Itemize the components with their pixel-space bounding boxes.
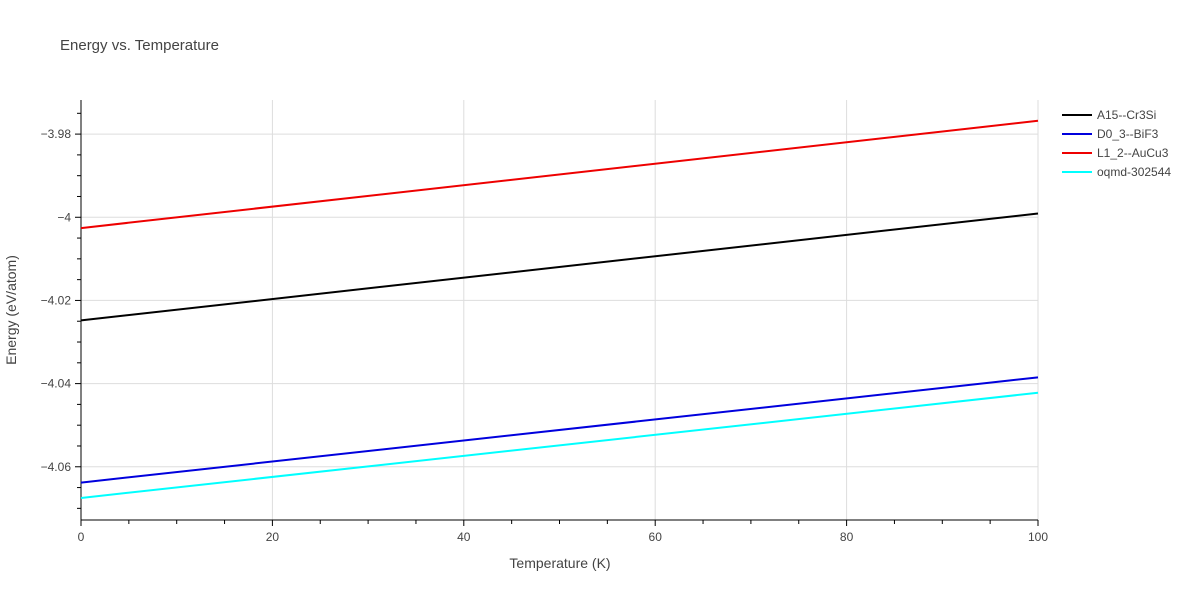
y-tick-label: −4.02 <box>41 293 72 307</box>
series-line-oqmd-302544 <box>80 391 1039 499</box>
y-tick-label: −4 <box>57 210 71 224</box>
series-line-L1_2--AuCu3 <box>80 119 1039 230</box>
legend-label: D0_3--BiF3 <box>1097 127 1159 141</box>
x-tick-label: 80 <box>840 530 854 544</box>
x-tick-label: 0 <box>78 530 85 544</box>
y-tick-label: −3.98 <box>41 127 72 141</box>
legend-label: L1_2--AuCu3 <box>1097 146 1169 160</box>
series-line-A15--Cr3Si <box>80 212 1039 322</box>
series-line-D0_3--BiF3 <box>80 376 1039 484</box>
axes <box>75 100 1039 526</box>
x-axis-label: Temperature (K) <box>509 555 610 571</box>
y-tick-label: −4.04 <box>41 377 72 391</box>
y-axis-label: Energy (eV/atom) <box>3 255 19 365</box>
legend-label: A15--Cr3Si <box>1097 108 1156 122</box>
x-tick-label: 20 <box>266 530 280 544</box>
y-tick-label: −4.06 <box>41 460 72 474</box>
legend: A15--Cr3Si D0_3--BiF3 L1_2--AuCu3 oqmd-3025… <box>1062 108 1171 179</box>
x-tick-label: 60 <box>649 530 663 544</box>
legend-label: oqmd-302544 <box>1097 165 1171 179</box>
grid <box>81 100 1039 520</box>
chart-title: Energy vs. Temperature <box>60 37 219 54</box>
tick-labels: 0 20 40 60 80 100 −3.98 −4 −4.02 −4.04 −4.06 <box>41 127 1049 544</box>
x-tick-label: 40 <box>457 530 471 544</box>
series-layer <box>80 119 1039 499</box>
x-tick-label: 100 <box>1028 530 1048 544</box>
